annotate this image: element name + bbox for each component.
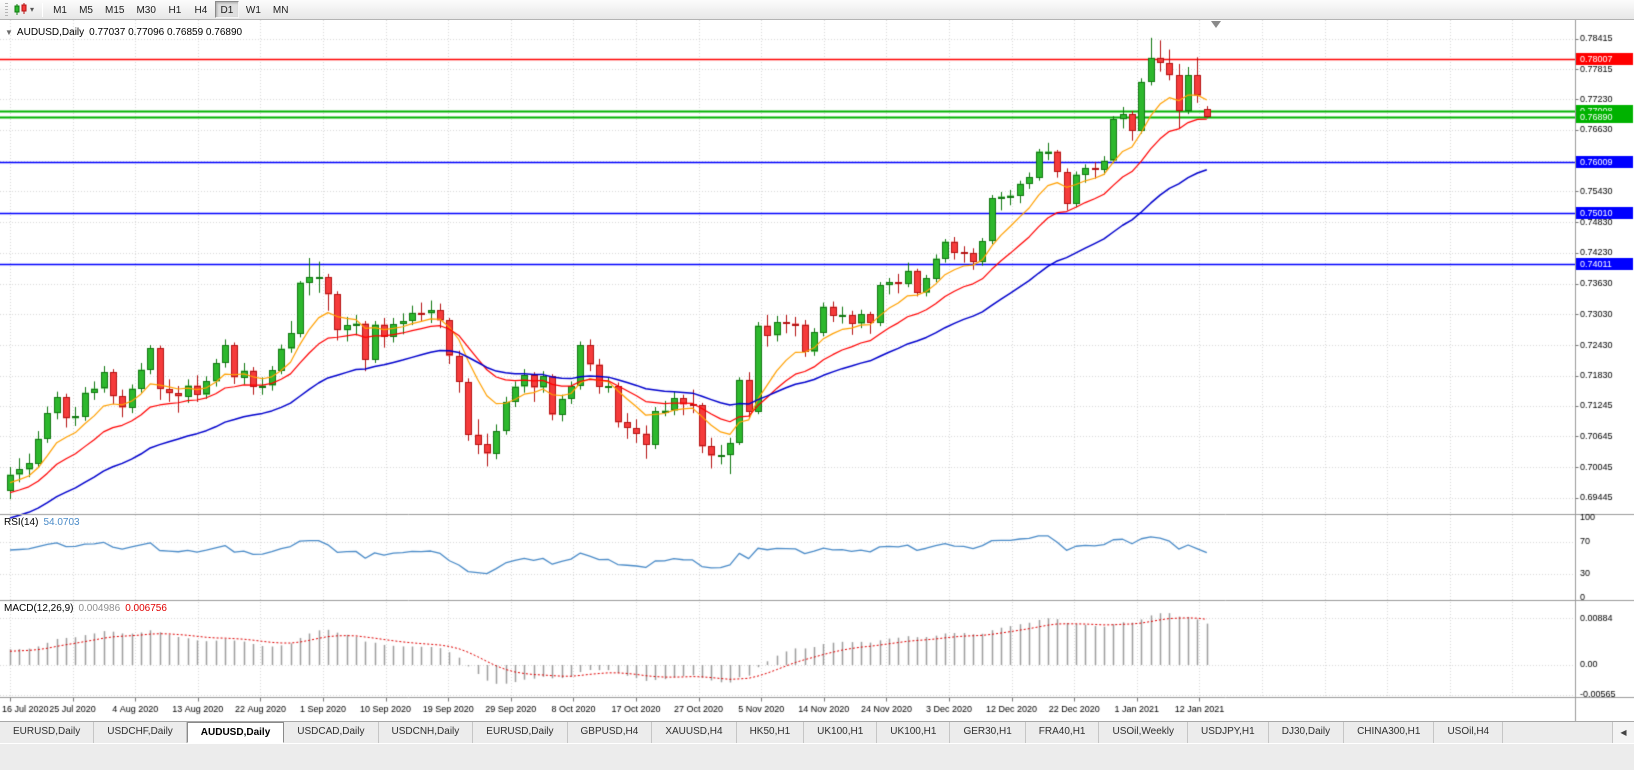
candlestick-chart-icon[interactable] (13, 3, 29, 17)
timeframe-button-m15[interactable]: M15 (105, 5, 125, 16)
tab-usdcad-daily[interactable]: USDCAD,Daily (284, 722, 379, 743)
chart-tabs: EURUSD,Daily USDCHF,Daily AUDUSD,Daily USDC… (0, 722, 1612, 743)
timeframe-button-m1[interactable]: M1 (53, 5, 67, 16)
tab-audusd-daily[interactable]: AUDUSD,Daily (186, 722, 285, 743)
tab-usoil-weekly[interactable]: USOil,Weekly (1099, 722, 1188, 743)
periods-toolbar: ▾ M1 M5 M15 M30 H1 H4 D1 W1 MN (0, 0, 1634, 20)
timeframe-buttons: M1 M5 M15 M30 H1 H4 D1 W1 MN (47, 1, 294, 18)
rsi-value: 54.0703 (43, 517, 80, 528)
macd-signal-value: 0.006756 (125, 603, 167, 614)
tab-xauusd-h4[interactable]: XAUUSD,H4 (652, 722, 737, 743)
tab-dj30-daily[interactable]: DJ30,Daily (1268, 722, 1345, 743)
tab-scroll-left-button[interactable]: ◀ (1612, 722, 1634, 743)
chevron-down-icon[interactable]: ▾ (30, 5, 35, 14)
one-click-toggle-icon[interactable]: ▼ (5, 28, 13, 37)
macd-main-value: 0.004986 (78, 603, 121, 614)
tab-usdjpy-h1[interactable]: USDJPY,H1 (1187, 722, 1269, 743)
macd-name: MACD(12,26,9) (4, 603, 74, 614)
tab-china300-h1[interactable]: CHINA300,H1 (1344, 722, 1435, 743)
tab-usdchf-daily[interactable]: USDCHF,Daily (94, 722, 187, 743)
timeframe-button-h1[interactable]: H1 (168, 5, 182, 16)
chart-shift-marker-icon[interactable] (1211, 21, 1221, 28)
chart-canvas[interactable] (0, 20, 1634, 721)
chart-tabs-bar: EURUSD,Daily USDCHF,Daily AUDUSD,Daily USDC… (0, 721, 1634, 743)
tab-usoil-h4[interactable]: USOil,H4 (1434, 722, 1504, 743)
timeframe-button-h4[interactable]: H4 (194, 5, 208, 16)
tab-ger30-h1[interactable]: GER30,H1 (950, 722, 1026, 743)
tab-eurusd-daily[interactable]: EURUSD,Daily (0, 722, 95, 743)
timeframe-button-d1[interactable]: D1 (214, 1, 239, 18)
toolbar-separator (42, 2, 44, 17)
rsi-indicator-label: RSI(14) 54.0703 (4, 517, 85, 528)
rsi-name: RSI(14) (4, 517, 39, 528)
chart-symbol-label: AUDUSD,Daily (16, 27, 85, 38)
scroll-left-icon: ◀ (1620, 728, 1627, 737)
timeframe-button-m30[interactable]: M30 (136, 5, 156, 16)
status-bar (0, 743, 1634, 770)
tab-eurusd-daily[interactable]: EURUSD,Daily (473, 722, 568, 743)
macd-indicator-label: MACD(12,26,9) 0.004986 0.006756 (4, 603, 172, 614)
chart-ohlc-readout: ▼ AUDUSD,Daily 0.77037 0.77096 0.76859 0.7… (5, 27, 247, 38)
tab-hk50-h1[interactable]: HK50,H1 (736, 722, 805, 743)
timeframe-button-mn[interactable]: MN (272, 5, 289, 16)
tab-uk100-h1[interactable]: UK100,H1 (877, 722, 951, 743)
tab-fra40-h1[interactable]: FRA40,H1 (1025, 722, 1100, 743)
tab-usdcnh-daily[interactable]: USDCNH,Daily (378, 722, 474, 743)
tab-gbpusd-h4[interactable]: GBPUSD,H4 (567, 722, 653, 743)
toolbar-grip[interactable] (5, 3, 8, 16)
timeframe-button-m5[interactable]: M5 (79, 5, 93, 16)
timeframe-button-w1[interactable]: W1 (245, 5, 261, 16)
chart-ohlc-values: 0.77037 0.77096 0.76859 0.76890 (89, 27, 243, 38)
chart-window: ▼ AUDUSD,Daily 0.77037 0.77096 0.76859 0.7… (0, 20, 1634, 721)
tab-uk100-h1[interactable]: UK100,H1 (804, 722, 878, 743)
